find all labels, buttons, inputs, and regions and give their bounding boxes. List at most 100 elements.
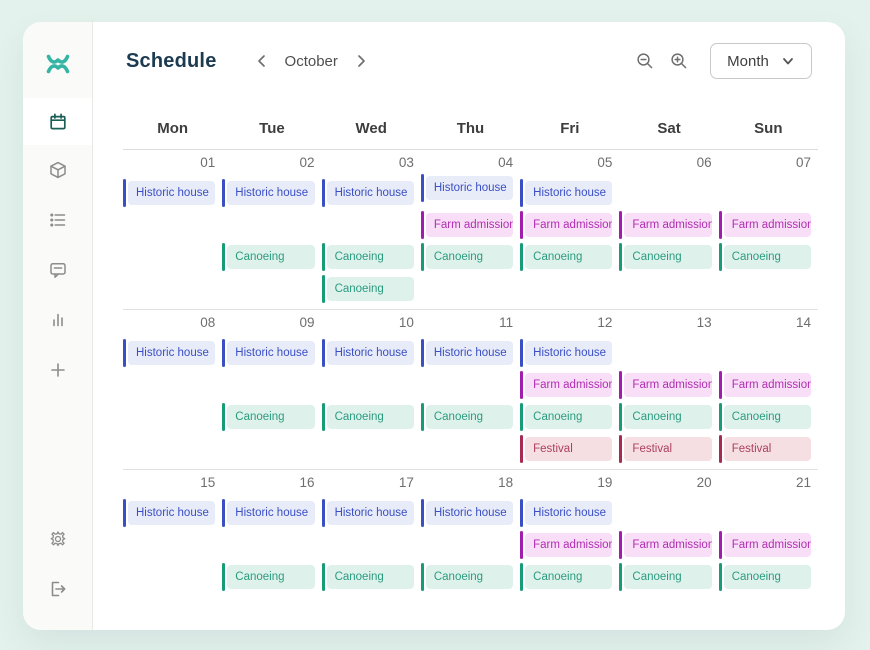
event-chip[interactable]: Historic house — [420, 499, 514, 527]
view-mode-select[interactable]: Month — [710, 43, 812, 79]
event-lane: Historic house Historic house Historic hou… — [123, 499, 818, 533]
event-chip[interactable]: Farm admission — [619, 211, 712, 239]
event-chip[interactable]: Canoeing — [520, 243, 613, 271]
event-chip[interactable]: Historic house — [123, 339, 216, 367]
event-chip[interactable]: Canoeing — [520, 403, 613, 431]
event-label: Canoeing — [723, 245, 811, 269]
event-label: Canoeing — [525, 405, 613, 429]
sidebar-item-settings[interactable] — [23, 514, 92, 564]
chart-icon — [52, 313, 63, 327]
event-lane: Farm admission Farm admission Farm admissi… — [123, 211, 818, 245]
event-chip[interactable]: Canoeing — [619, 563, 712, 591]
day-cell: Canoeing — [420, 403, 520, 437]
day-cell — [322, 213, 421, 245]
event-chip[interactable]: Canoeing — [321, 243, 414, 271]
sidebar-item-calendar[interactable] — [23, 98, 92, 145]
event-chip[interactable]: Historic house — [222, 339, 315, 367]
event-chip[interactable]: Historic house — [520, 339, 613, 367]
sidebar-item-reports[interactable] — [23, 295, 92, 345]
event-chip[interactable]: Canoeing — [222, 243, 315, 271]
event-chip[interactable]: Canoeing — [321, 403, 414, 431]
sidebar-nav — [23, 98, 92, 395]
day-cell: Farm admission — [718, 371, 818, 405]
event-chip[interactable]: Festival — [520, 435, 613, 463]
event-chip[interactable]: Canoeing — [520, 563, 613, 591]
zoom-out-button[interactable] — [632, 48, 658, 74]
date-label: 21 — [795, 475, 811, 490]
day-cell — [421, 277, 520, 309]
event-chip[interactable]: Farm admission — [718, 371, 811, 399]
event-chip[interactable]: Farm admission — [619, 371, 712, 399]
date-label: 01 — [200, 155, 216, 170]
event-chip[interactable]: Canoeing — [619, 403, 712, 431]
date-label: 07 — [795, 155, 811, 170]
event-chip[interactable]: Farm admission — [718, 531, 811, 559]
event-color-bar — [321, 243, 325, 271]
event-color-bar — [619, 435, 623, 463]
sidebar-item-add[interactable] — [23, 345, 92, 395]
event-chip[interactable]: Historic house — [222, 179, 315, 207]
event-label: Canoeing — [227, 245, 315, 269]
day-cell: Canoeing — [321, 403, 421, 437]
day-cell — [123, 405, 222, 437]
event-chip[interactable]: Festival — [718, 435, 811, 463]
sidebar-item-list[interactable] — [23, 195, 92, 245]
event-chip[interactable]: Canoeing — [420, 243, 514, 271]
event-chip[interactable]: Farm admission — [520, 211, 613, 239]
event-label: Festival — [525, 437, 613, 461]
event-chip[interactable]: Farm admission — [718, 211, 811, 239]
event-chip[interactable]: Canoeing — [222, 563, 315, 591]
event-chip[interactable]: Farm admission — [420, 211, 514, 239]
event-chip[interactable]: Canoeing — [619, 243, 712, 271]
event-label: Canoeing — [723, 405, 811, 429]
event-label: Historic house — [227, 181, 315, 205]
event-chip[interactable]: Historic house — [520, 179, 613, 207]
event-chip[interactable]: Historic house — [222, 499, 315, 527]
day-cell: Historic house — [123, 499, 222, 533]
event-color-bar — [718, 211, 722, 239]
event-chip[interactable]: Canoeing — [718, 403, 811, 431]
day-header-label: Sun — [754, 120, 783, 137]
event-chip[interactable]: Canoeing — [420, 563, 514, 591]
event-chip[interactable]: Canoeing — [718, 563, 811, 591]
event-chip[interactable]: Canoeing — [718, 243, 811, 271]
event-chip[interactable]: Canoeing — [222, 403, 315, 431]
sidebar-item-messages[interactable] — [23, 245, 92, 295]
event-chip[interactable]: Farm admission — [520, 371, 613, 399]
zoom-in-button[interactable] — [666, 48, 692, 74]
event-chip[interactable]: Farm admission — [619, 531, 712, 559]
event-chip[interactable]: Canoeing — [321, 275, 414, 303]
event-chip[interactable]: Historic house — [123, 179, 216, 207]
event-chip[interactable]: Historic house — [123, 499, 216, 527]
event-chip[interactable]: Historic house — [520, 499, 613, 527]
prev-month-button[interactable] — [249, 48, 275, 74]
event-label: Historic house — [326, 501, 414, 525]
event-chip[interactable]: Canoeing — [420, 403, 514, 431]
event-lane: Canoeing Canoeing Canoeing Canoeing Canoeing… — [123, 243, 818, 277]
sidebar-item-package[interactable] — [23, 145, 92, 195]
event-chip[interactable]: Historic house — [321, 499, 414, 527]
date-row: 08 09 10 11 12 13 14 — [123, 315, 818, 341]
date-label: 18 — [498, 475, 514, 490]
sidebar-item-logout[interactable] — [23, 564, 92, 614]
event-chip[interactable]: Historic house — [420, 339, 514, 367]
day-cell — [322, 437, 421, 469]
event-chip[interactable]: Historic house — [321, 339, 414, 367]
day-cell: Historic house — [123, 179, 222, 213]
event-color-bar — [222, 499, 226, 527]
day-cell — [123, 245, 222, 277]
day-cell: Farm admission — [619, 531, 718, 565]
view-mode-value: Month — [727, 52, 769, 70]
calendar-week: 15 16 17 18 19 20 21 Historic house Historic hou… — [123, 469, 818, 597]
event-chip[interactable]: Canoeing — [321, 563, 414, 591]
event-color-bar — [222, 563, 226, 591]
event-label: Canoeing — [227, 405, 315, 429]
sidebar-bottom — [23, 514, 92, 614]
next-month-button[interactable] — [348, 48, 374, 74]
logo-icon — [46, 54, 69, 74]
event-chip[interactable]: Historic house — [420, 174, 514, 202]
event-chip[interactable]: Farm admission — [520, 531, 613, 559]
gear-icon — [50, 531, 65, 547]
event-chip[interactable]: Festival — [619, 435, 712, 463]
event-chip[interactable]: Historic house — [321, 179, 414, 207]
